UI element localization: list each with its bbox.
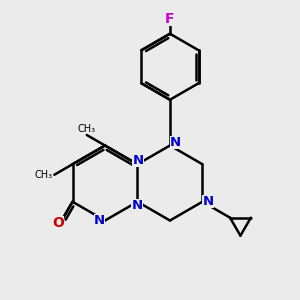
Text: F: F bbox=[165, 12, 175, 26]
Text: CH₃: CH₃ bbox=[35, 170, 53, 180]
Text: N: N bbox=[133, 154, 144, 167]
Text: N: N bbox=[202, 195, 213, 208]
Text: CH₃: CH₃ bbox=[78, 124, 96, 134]
Text: N: N bbox=[170, 136, 181, 149]
Text: O: O bbox=[52, 216, 64, 230]
Text: N: N bbox=[94, 214, 105, 227]
Text: N: N bbox=[131, 199, 142, 212]
